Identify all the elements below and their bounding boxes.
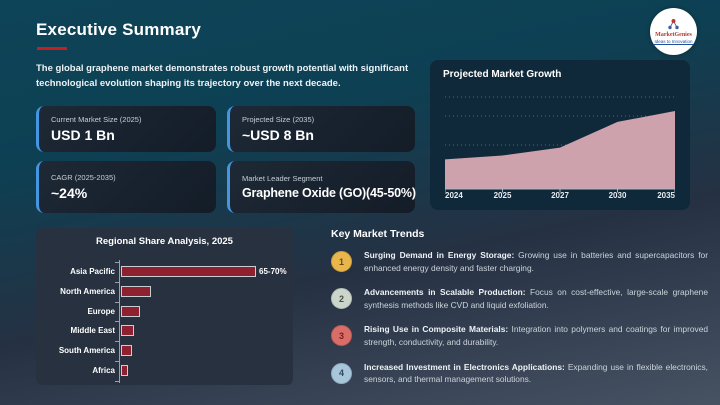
x-axis-label: 2030 [608, 191, 627, 200]
trend-number-badge: 1 [331, 251, 352, 272]
x-axis-label: 2025 [493, 191, 512, 200]
trend-item-2: 2 Advancements in Scalable Production: F… [331, 286, 708, 311]
molecule-icon [668, 18, 679, 29]
axis-tick [115, 281, 119, 283]
bar [121, 285, 151, 297]
stat-value: ~USD 8 Bn [242, 127, 314, 143]
trend-item-1: 1 Surging Demand in Energy Storage: Grow… [331, 249, 708, 274]
regional-chart-panel: Regional Share Analysis, 2025 Asia Pacif… [36, 228, 293, 385]
axis-tick [115, 380, 119, 382]
logo-tagline: Ideas to Innovation [654, 38, 693, 46]
axis-tick [115, 262, 119, 263]
trends-list: 1 Surging Demand in Energy Storage: Grow… [331, 249, 708, 386]
stat-value: ~24% [51, 185, 88, 201]
stat-card-current-market-size: Current Market Size (2025) USD 1 Bn [36, 106, 216, 152]
trend-text: Surging Demand in Energy Storage: Growin… [364, 249, 708, 274]
bar [121, 266, 256, 277]
bar [121, 305, 140, 317]
growth-chart-panel: Projected Market Growth 2024 2025 2027 2030… [430, 60, 690, 210]
bar-category-label: North America [60, 286, 115, 296]
x-axis-label: 2035 [657, 191, 675, 200]
stat-value: Graphene Oxide (GO)(45-50%) [242, 186, 416, 200]
logo-name: MarketGenies [655, 31, 692, 38]
trend-text: Increased Investment in Electronics Appl… [364, 361, 708, 386]
bar-category-label: Asia Pacific [70, 267, 115, 276]
trend-description: Expanding use in flexible electronics, s… [364, 361, 709, 385]
bar-category-label: Middle East [70, 326, 115, 336]
stat-label: Market Leader Segment [242, 174, 323, 183]
axis-tick [115, 361, 119, 362]
bar [121, 345, 132, 357]
trend-description: Focus on cost-effective, large-scale gra… [364, 287, 708, 310]
regional-chart-axis-line [119, 260, 120, 383]
trend-text: Advancements in Scalable Production: Foc… [364, 286, 708, 311]
bar-value-label: 65-70% [259, 267, 287, 276]
growth-chart-svg [444, 96, 676, 193]
trend-item-3: 3 Rising Use in Composite Materials: Int… [331, 323, 708, 348]
stat-label: Projected Size (2035) [242, 115, 315, 124]
title-underline [37, 47, 67, 50]
trend-lead: Surging Demand in Energy Storage: [364, 250, 515, 260]
company-logo: MarketGenies Ideas to Innovation [650, 8, 697, 55]
stat-label: CAGR (2025-2035) [51, 173, 116, 182]
bar-category-label: South America [58, 346, 115, 356]
bar-category-label: Africa [92, 366, 115, 375]
x-axis-label: 2027 [551, 191, 569, 200]
trend-description: Integration into polymers and coatings f… [364, 324, 709, 348]
axis-tick [115, 341, 119, 343]
x-axis-label: 2024 [445, 191, 463, 200]
stat-card-cagr: CAGR (2025-2035) ~24% [36, 161, 216, 213]
stat-card-market-leader: Market Leader Segment Graphene Oxide (GO… [227, 161, 416, 213]
trend-description: Growing use in batteries and supercapaci… [364, 250, 708, 273]
trends-title: Key Market Trends [331, 228, 425, 240]
regional-chart-title: Regional Share Analysis, 2025 [96, 236, 233, 247]
trend-lead: Rising Use in Composite Materials: [364, 324, 509, 335]
trend-number-badge: 2 [331, 288, 352, 310]
intro-text: The global graphene market demonstrates … [36, 63, 409, 89]
trend-lead: Increased Investment in Electronics Appl… [364, 361, 565, 372]
page-title: Executive Summary [36, 20, 201, 39]
growth-chart-plot [444, 93, 676, 195]
bar-category-label: Europe [87, 306, 115, 316]
trend-number-badge: 3 [331, 325, 352, 347]
stat-label: Current Market Size (2025) [51, 115, 142, 124]
growth-chart-x-axis: 2024 2025 2027 2030 2035 [445, 191, 675, 203]
trend-item-4: 4 Increased Investment in Electronics Ap… [331, 361, 708, 386]
bar [121, 365, 128, 376]
growth-chart-title: Projected Market Growth [443, 69, 562, 80]
trend-text: Rising Use in Composite Materials: Integ… [364, 323, 708, 348]
stat-card-projected-size: Projected Size (2035) ~USD 8 Bn [227, 106, 415, 152]
stat-cards: Current Market Size (2025) USD 1 Bn Proj… [36, 106, 416, 213]
stat-value: USD 1 Bn [51, 127, 115, 143]
axis-tick [115, 321, 119, 323]
bar [121, 325, 134, 337]
trend-number-badge: 4 [331, 362, 352, 384]
trend-lead: Advancements in Scalable Production: [364, 287, 526, 298]
axis-tick [115, 301, 119, 303]
